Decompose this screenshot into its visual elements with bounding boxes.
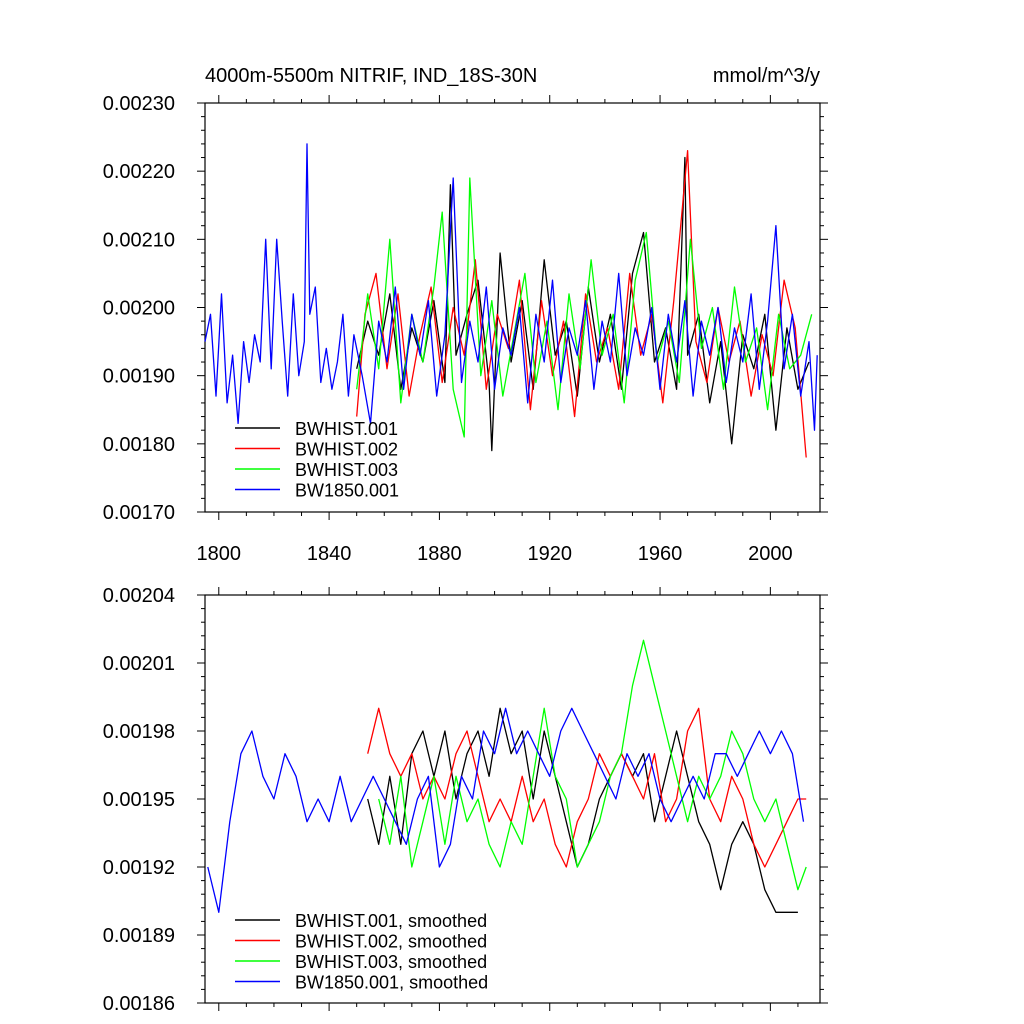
series-line-1	[356, 156, 810, 452]
chart-title: 4000m-5500m NITRIF, IND_18S-30N	[205, 65, 537, 87]
legend-label: BWHIST.003	[295, 460, 398, 480]
series-line-3	[356, 177, 813, 438]
bottom-panel: 0.00186 0.00189 0.00192 0.00195 0.00198 0.002…	[103, 585, 828, 1015]
y-tick-label: 0.00180	[103, 434, 175, 456]
series-line-2	[367, 707, 807, 868]
y-tick-label: 0.00230	[103, 93, 175, 115]
legend-label: BWHIST.001	[295, 419, 398, 439]
x-tick-label: 1880	[417, 543, 462, 565]
x-tick-label: 1840	[307, 543, 352, 565]
x-tick-label: 2000	[748, 543, 793, 565]
y-tick-label: 0.00186	[103, 993, 175, 1015]
y-tick-label: 0.00200	[103, 298, 175, 320]
y-tick-label: 0.00201	[103, 653, 175, 675]
y-tick-label: 0.00170	[103, 502, 175, 524]
y-tick-label: 0.00220	[103, 161, 175, 183]
series-line-4	[204, 143, 818, 431]
y-tick-label: 0.00198	[103, 721, 175, 743]
x-tick-label: 1800	[197, 543, 242, 565]
y-tick-label: 0.00192	[103, 857, 175, 879]
y-tick-label: 0.00195	[103, 789, 175, 811]
legend-label: BWHIST.003, smoothed	[295, 952, 487, 972]
legend-label: BW1850.001	[295, 481, 399, 501]
legend-label: BWHIST.002	[295, 440, 398, 460]
y-tick-label: 0.00204	[103, 585, 175, 607]
chart-units: mmol/m^3/y	[713, 65, 820, 87]
y-tick-label: 0.00210	[103, 229, 175, 251]
legend-label: BWHIST.001, smoothed	[295, 911, 487, 931]
legend-label: BW1850.001, smoothed	[295, 973, 488, 993]
legend-label: BWHIST.002, smoothed	[295, 932, 487, 952]
series-line-3	[378, 639, 807, 891]
series-line-4	[207, 707, 805, 913]
top-panel: 0.00170 0.00180 0.00190 0.00200 0.00210 0.002…	[103, 65, 828, 565]
x-tick-label: 1920	[527, 543, 572, 565]
y-tick-label: 0.00189	[103, 925, 175, 947]
x-tick-label: 1960	[638, 543, 683, 565]
y-tick-label: 0.00190	[103, 366, 175, 388]
